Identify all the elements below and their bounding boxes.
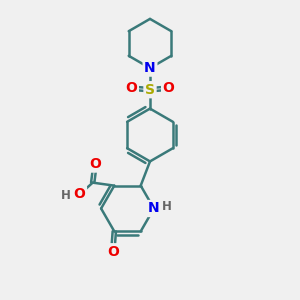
Text: O: O — [163, 81, 175, 95]
Text: S: S — [145, 83, 155, 97]
Text: N: N — [144, 61, 156, 75]
Text: O: O — [74, 187, 86, 201]
Text: H: H — [61, 189, 71, 202]
Text: N: N — [148, 202, 160, 215]
Text: H: H — [162, 200, 172, 214]
Text: O: O — [125, 81, 137, 95]
Text: O: O — [89, 157, 101, 171]
Text: O: O — [107, 245, 119, 259]
